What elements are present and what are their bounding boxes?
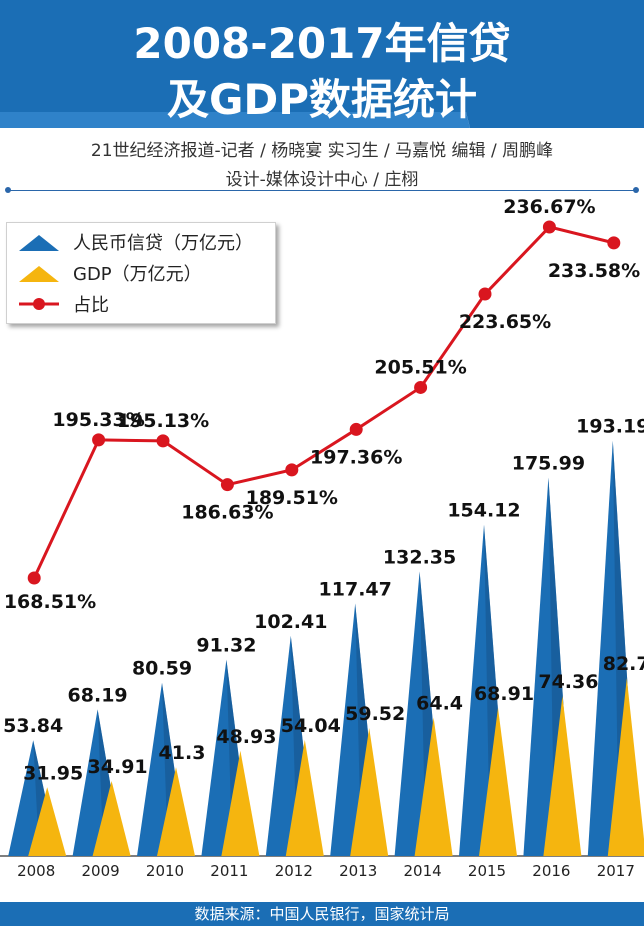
gdp-data-label: 34.91 xyxy=(88,756,148,778)
credit-data-label: 132.35 xyxy=(383,546,456,568)
ratio-data-label: 168.51% xyxy=(4,591,96,613)
credit-data-label: 154.12 xyxy=(447,500,520,522)
page-title-line-2: 及GDP数据统计 xyxy=(166,75,478,124)
divider-rule xyxy=(8,190,636,191)
credits-line-2: 设计-媒体设计中心 / 庄栩 xyxy=(225,170,419,190)
gdp-data-label: 48.93 xyxy=(216,726,276,748)
legend-item-ratio: 占比 xyxy=(17,291,109,317)
ratio-point xyxy=(92,433,106,447)
ratio-data-label: 186.63% xyxy=(181,502,273,524)
gdp-bar xyxy=(479,707,517,856)
yellow-triangle-icon xyxy=(19,266,59,282)
x-tick-label: 2012 xyxy=(275,862,313,880)
credit-data-label: 193.19 xyxy=(576,416,644,438)
gdp-bar xyxy=(92,780,131,856)
x-tick-label: 2014 xyxy=(404,862,442,880)
x-tick-label: 2009 xyxy=(82,862,120,880)
ratio-data-label: 189.51% xyxy=(246,487,338,509)
legend-label-credit: 人民币信贷（万亿元） xyxy=(73,233,253,254)
x-tick-label: 2013 xyxy=(339,862,377,880)
credit-data-label: 117.47 xyxy=(319,578,392,600)
gdp-data-label: 82.71 xyxy=(603,653,644,675)
gdp-data-label: 68.91 xyxy=(474,683,534,705)
ratio-data-label: 195.33% xyxy=(52,409,144,431)
divider-dot-left xyxy=(5,187,11,193)
gdp-bar xyxy=(414,717,453,856)
ratio-data-label: 236.67% xyxy=(503,196,595,218)
gdp-bar xyxy=(221,750,260,856)
gdp-data-label: 31.95 xyxy=(23,762,83,784)
title-banner: 2008-2017年信贷 及GDP数据统计 xyxy=(0,0,644,128)
legend-item-gdp: GDP（万亿元） xyxy=(17,260,202,286)
source-footer: 数据来源：中国人民银行，国家统计局 xyxy=(0,902,644,926)
page-title-line-1: 2008-2017年信贷 xyxy=(133,19,511,68)
legend: 人民币信贷（万亿元） GDP（万亿元） 占比 xyxy=(6,222,276,324)
legend-label-ratio: 占比 xyxy=(73,295,109,316)
x-tick-label: 2010 xyxy=(146,862,184,880)
divider-dot-right xyxy=(633,187,639,193)
ratio-data-label: 223.65% xyxy=(459,311,551,333)
ratio-data-label: 197.36% xyxy=(310,446,402,468)
x-tick-label: 2011 xyxy=(210,862,248,880)
credits-line-1: 21世纪经济报道-记者 / 杨晓宴 实习生 / 马嘉悦 编辑 / 周鹏峰 xyxy=(90,141,554,161)
ratio-point xyxy=(607,236,621,250)
ratio-point xyxy=(156,434,170,448)
gdp-data-label: 74.36 xyxy=(538,671,598,693)
gdp-data-label: 64.4 xyxy=(416,693,463,715)
ratio-point xyxy=(220,478,234,492)
x-tick-label: 2016 xyxy=(532,862,570,880)
blue-triangle-icon xyxy=(19,235,59,251)
credit-data-label: 102.41 xyxy=(254,611,327,633)
x-tick-label: 2008 xyxy=(17,862,55,880)
ratio-point xyxy=(27,571,41,585)
ratio-point xyxy=(285,463,299,477)
ratio-data-label: 195.13% xyxy=(117,410,209,432)
credit-data-label: 80.59 xyxy=(132,658,192,680)
gdp-bar xyxy=(350,728,389,856)
credit-data-label: 175.99 xyxy=(512,453,585,475)
ratio-point xyxy=(414,380,428,394)
gdp-data-label: 41.3 xyxy=(159,742,206,764)
credit-data-label: 91.32 xyxy=(196,635,256,657)
ratio-data-label: 205.51% xyxy=(374,356,466,378)
x-tick-label: 2017 xyxy=(597,862,635,880)
x-tick-label: 2015 xyxy=(468,862,506,880)
legend-item-credit: 人民币信贷（万亿元） xyxy=(17,229,253,255)
gdp-bar xyxy=(157,767,195,856)
ratio-point xyxy=(542,220,556,234)
credit-data-label: 53.84 xyxy=(3,715,63,737)
gdp-bar xyxy=(607,678,644,856)
ratio-point xyxy=(349,422,363,436)
ratio-data-label: 233.58% xyxy=(548,260,640,282)
gdp-data-label: 54.04 xyxy=(281,715,341,737)
gdp-bar xyxy=(543,696,582,856)
gdp-data-label: 59.52 xyxy=(345,703,405,725)
title-banner-shape xyxy=(0,0,644,128)
ratio-line xyxy=(32,225,615,579)
legend-label-gdp: GDP（万亿元） xyxy=(73,264,202,285)
gdp-bar xyxy=(28,787,67,856)
ratio-point xyxy=(478,287,492,301)
red-line-dot-icon xyxy=(19,298,59,310)
gdp-bar xyxy=(285,739,324,856)
credit-data-label: 68.19 xyxy=(68,684,128,706)
